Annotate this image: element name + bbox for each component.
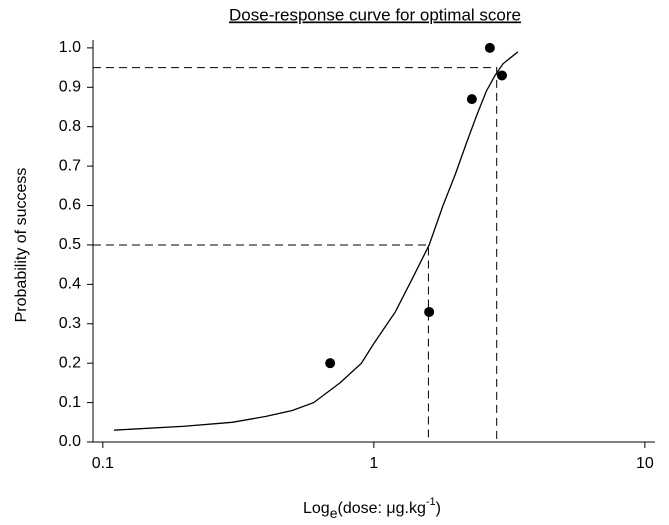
x-tick-label: 0.1 <box>92 455 114 472</box>
reference-line <box>93 67 498 442</box>
x-tick-label: 1 <box>369 455 378 472</box>
x-label-sub: e <box>330 505 338 521</box>
x-label-part: (dose: μg.kg <box>338 500 426 517</box>
x-tick-label: 10 <box>636 455 654 472</box>
x-label-part: ) <box>436 500 441 517</box>
y-tick-label: 0.1 <box>59 394 81 411</box>
y-axis-label: Probability of success <box>13 168 30 323</box>
y-tick-label: 0.3 <box>59 315 81 332</box>
y-tick-label: 0.0 <box>59 433 81 450</box>
y-tick-label: 0.4 <box>59 276 81 293</box>
data-point <box>325 358 336 369</box>
reference-line <box>93 244 429 442</box>
chart-title: Dose-response curve for optimal score <box>229 5 521 24</box>
x-label-sup: -1 <box>426 496 436 508</box>
x-label-part: Log <box>303 500 330 517</box>
y-tick-label: 0.6 <box>59 197 81 214</box>
y-tick-label: 0.5 <box>59 236 81 253</box>
y-tick-label: 0.7 <box>59 157 81 174</box>
x-axis-label: Loge(dose: μg.kg-1) <box>303 496 441 521</box>
data-point <box>466 94 477 105</box>
y-tick-label: 0.9 <box>59 79 81 96</box>
y-tick-label: 0.2 <box>59 354 81 371</box>
data-point <box>496 70 507 81</box>
data-point <box>484 42 495 53</box>
y-tick-label: 0.8 <box>59 118 81 135</box>
y-tick-label: 1.0 <box>59 39 81 56</box>
fit-curve <box>113 51 519 431</box>
data-point <box>424 306 435 317</box>
